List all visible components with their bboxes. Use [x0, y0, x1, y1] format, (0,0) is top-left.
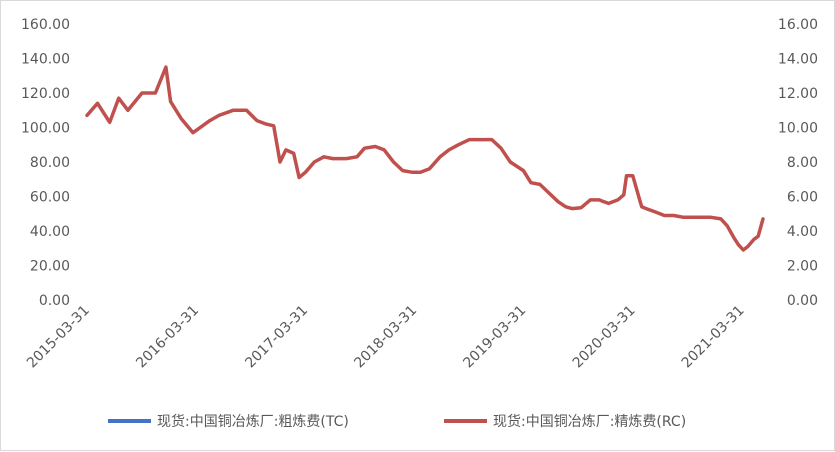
- y-left-tick-label: 100.00: [21, 121, 70, 137]
- y-right-tick-label: 8.00: [787, 155, 818, 171]
- y-right-tick-label: 16.00: [778, 17, 818, 33]
- y-right-tick-label: 0.00: [787, 293, 818, 309]
- y-right-tick-label: 6.00: [787, 190, 818, 206]
- y-right-tick-label: 14.00: [778, 52, 818, 68]
- y-right-tick-label: 10.00: [778, 121, 818, 137]
- legend: 现货:中国铜冶炼厂:粗炼费(TC) 现货:中国铜冶炼厂:精炼费(RC): [108, 413, 686, 430]
- x-axis: 2015-03-31 2016-03-31 2017-03-31 2018-03-31…: [24, 303, 748, 372]
- x-tick-label: 2016-03-31: [133, 303, 202, 372]
- legend-label-tc: 现货:中国铜冶炼厂:粗炼费(TC): [157, 413, 349, 430]
- x-tick-label: 2021-03-31: [679, 303, 748, 372]
- plot-area: [87, 67, 763, 250]
- x-tick-label: 2018-03-31: [351, 303, 420, 372]
- y-left-tick-label: 0.00: [39, 293, 70, 309]
- y-right-tick-label: 2.00: [787, 259, 818, 275]
- legend-label-rc: 现货:中国铜冶炼厂:精炼费(RC): [493, 413, 686, 430]
- y-right-tick-label: 4.00: [787, 224, 818, 240]
- series-line-rc: [87, 67, 763, 250]
- y-left-tick-label: 160.00: [21, 17, 70, 33]
- y-left-tick-label: 80.00: [30, 155, 70, 171]
- y-axis-right: 0.00 2.00 4.00 6.00 8.00 10.00 12.00 14.00 16.00: [778, 17, 818, 309]
- y-left-tick-label: 40.00: [30, 224, 70, 240]
- x-tick-label: 2019-03-31: [460, 303, 529, 372]
- y-left-tick-label: 120.00: [21, 86, 70, 102]
- x-tick-label: 2015-03-31: [24, 303, 93, 372]
- y-left-tick-label: 140.00: [21, 52, 70, 68]
- y-left-tick-label: 20.00: [30, 259, 70, 275]
- x-tick-label: 2017-03-31: [242, 303, 311, 372]
- y-axis-left: 0.00 20.00 40.00 60.00 80.00 100.00 120.00 140.…: [21, 17, 70, 309]
- x-tick-label: 2020-03-31: [570, 303, 639, 372]
- y-right-tick-label: 12.00: [778, 86, 818, 102]
- y-left-tick-label: 60.00: [30, 190, 70, 206]
